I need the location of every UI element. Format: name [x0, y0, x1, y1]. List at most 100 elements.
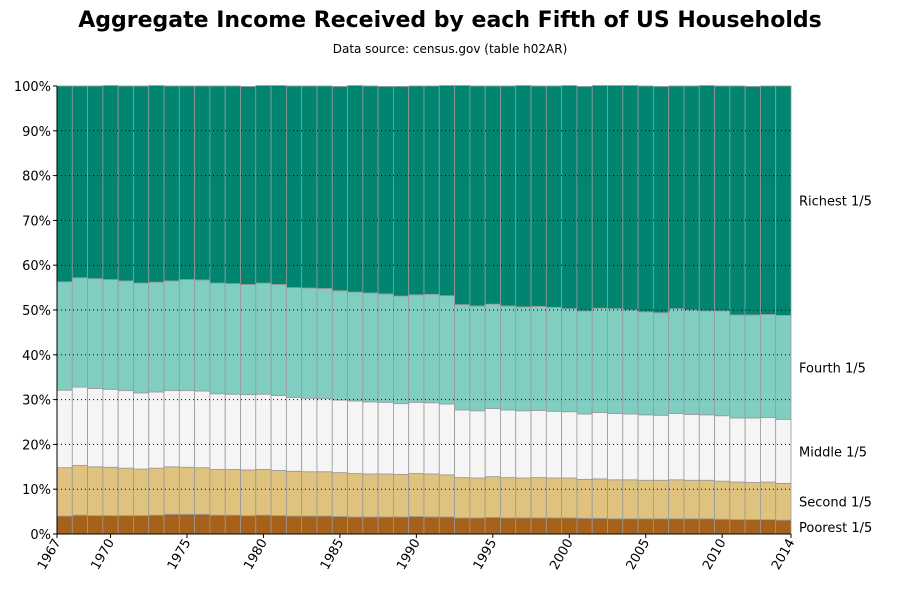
bar-segment: [347, 291, 364, 402]
bar-segment: [500, 305, 517, 411]
bar-segment: [285, 85, 303, 289]
bar-segment: [500, 477, 517, 519]
bar-segment: [591, 307, 608, 413]
bar-segment: [668, 85, 685, 310]
bar-segment: [760, 417, 777, 483]
bar-segment: [714, 415, 731, 482]
y-tick-label: 0%: [30, 528, 51, 543]
y-tick-label: 60%: [22, 259, 51, 274]
bar-segment: [438, 85, 455, 297]
bar-segment: [637, 479, 654, 520]
bar-segment: [71, 277, 88, 388]
bar-segment: [576, 310, 593, 415]
bar-segment: [224, 514, 241, 535]
x-tick-label: 1980: [241, 537, 271, 573]
bar-segment: [224, 283, 241, 395]
bar-segment: [87, 466, 104, 517]
bar-segment: [530, 517, 547, 535]
bar-segment: [423, 473, 440, 518]
bar-segment: [178, 466, 196, 515]
bar-segment: [423, 85, 440, 295]
bar-segment: [316, 85, 333, 289]
bar-segment: [408, 473, 425, 517]
bar-segment: [393, 474, 410, 518]
y-tick-label: 70%: [22, 214, 51, 229]
bar-segment: [163, 390, 180, 468]
bar-segment: [316, 288, 333, 400]
bar-segment: [683, 413, 700, 481]
bar-segment: [209, 514, 226, 535]
bar-segment: [515, 477, 532, 519]
chart-title: Aggregate Income Received by each Fifth …: [78, 8, 822, 33]
bar-segment: [744, 86, 761, 316]
bar-segment: [148, 391, 165, 469]
bar-segment: [683, 479, 700, 520]
bar-segment: [133, 392, 150, 470]
bar-segment: [408, 516, 425, 535]
bar-segment: [255, 393, 272, 470]
bar-segment: [775, 314, 792, 420]
bar-segment: [500, 517, 517, 535]
bar-segment: [515, 85, 532, 308]
bar-segment: [102, 85, 119, 280]
bar-segment: [255, 469, 272, 516]
bar-segment: [714, 85, 731, 312]
bar-segment: [683, 518, 700, 535]
x-tick-label: 2010: [700, 537, 730, 573]
bar-segment: [714, 480, 731, 520]
bar-segment: [423, 516, 440, 535]
bar-segment: [484, 85, 501, 305]
bar-segment: [301, 397, 318, 473]
bar-segment: [316, 398, 333, 473]
bar-segment: [530, 477, 547, 519]
bar-segment: [133, 85, 150, 284]
bar-segment: [545, 477, 563, 519]
bar-segment: [178, 513, 196, 535]
bar-segment: [71, 465, 88, 516]
bar-segment: [377, 401, 394, 475]
bar-segment: [652, 518, 670, 535]
bar-segment: [270, 515, 287, 535]
bar-segment: [607, 479, 624, 520]
bar-segment: [285, 470, 303, 517]
bar-segment: [698, 479, 715, 520]
bar-segment: [117, 390, 134, 469]
bar-segment: [71, 386, 88, 466]
bar-segment: [622, 479, 639, 520]
bar-segment: [637, 518, 654, 535]
bar-segment: [102, 279, 119, 390]
bar-segment: [87, 515, 104, 535]
bar-segment: [591, 412, 608, 480]
bar-segment: [591, 85, 608, 309]
bar-segment: [316, 515, 333, 535]
bar-segment: [454, 477, 471, 519]
bar-segment: [622, 518, 639, 535]
bar-segment: [362, 516, 379, 535]
bar-segment: [87, 278, 104, 389]
bar-segment: [194, 85, 211, 281]
bar-segment: [117, 85, 134, 282]
bar-segment: [224, 469, 241, 516]
bar-segment: [438, 474, 455, 518]
bar-segment: [545, 517, 563, 535]
bar-segment: [301, 287, 318, 399]
bar-segment: [484, 517, 501, 535]
bar-segment: [117, 280, 134, 392]
bar-segment: [102, 466, 119, 517]
bar-segment: [744, 482, 761, 521]
bar-segment: [454, 409, 471, 478]
y-tick-label: 10%: [22, 483, 51, 498]
bar-segment: [607, 413, 624, 481]
bar-segment: [515, 410, 532, 479]
bar-segment: [377, 473, 394, 518]
bar-segment: [224, 393, 241, 470]
y-tick-label: 90%: [22, 125, 51, 140]
bar-segment: [561, 477, 578, 519]
bar-segment: [729, 481, 746, 521]
bar-segment: [561, 85, 578, 310]
bar-segment: [240, 469, 257, 517]
bar-segment: [87, 85, 104, 280]
bar-segment: [622, 85, 639, 311]
bar-segment: [102, 388, 119, 468]
